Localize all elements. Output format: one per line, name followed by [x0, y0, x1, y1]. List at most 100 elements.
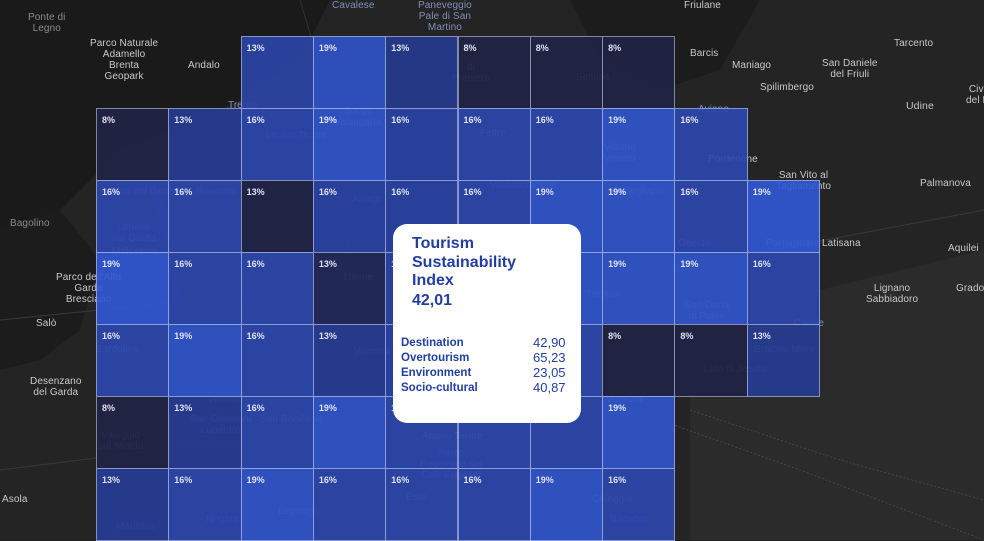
- cell-percentage: 16%: [246, 403, 265, 413]
- grid-cell[interactable]: 8%: [602, 36, 676, 109]
- place-label: Aquilei: [948, 243, 979, 254]
- cell-percentage: 8%: [608, 331, 622, 341]
- cell-percentage: 8%: [680, 331, 694, 341]
- metric-label: Destination: [401, 336, 464, 349]
- grid-cell[interactable]: 19%: [240, 468, 314, 541]
- grid-cell[interactable]: 16%: [168, 468, 242, 541]
- grid-cell[interactable]: 13%: [240, 180, 314, 253]
- grid-cell[interactable]: 19%: [96, 252, 170, 325]
- cell-percentage: 13%: [391, 43, 410, 53]
- cell-percentage: 19%: [608, 187, 627, 197]
- place-label: Tarcento: [894, 38, 934, 49]
- grid-cell[interactable]: 16%: [240, 324, 314, 397]
- cell-percentage: 16%: [391, 187, 410, 197]
- grid-cell[interactable]: 19%: [602, 252, 676, 325]
- grid-cell[interactable]: 13%: [240, 36, 314, 109]
- place-label: Barcis: [690, 48, 719, 59]
- cell-percentage: 16%: [680, 115, 699, 125]
- grid-cell[interactable]: 13%: [746, 324, 820, 397]
- grid-cell[interactable]: 19%: [602, 396, 676, 469]
- grid-cell[interactable]: 16%: [240, 252, 314, 325]
- grid-cell[interactable]: 13%: [168, 108, 242, 181]
- grid-cell[interactable]: 13%: [168, 396, 242, 469]
- grid-cell[interactable]: 16%: [457, 108, 531, 181]
- cell-percentage: 13%: [246, 43, 265, 53]
- grid-cell[interactable]: 19%: [312, 396, 387, 469]
- place-label: Palmanova: [920, 178, 971, 189]
- cell-percentage: 13%: [174, 403, 193, 413]
- cell-percentage: 13%: [174, 115, 193, 125]
- grid-cell[interactable]: 8%: [529, 36, 604, 109]
- place-label: Grado: [956, 283, 984, 294]
- cell-percentage: 16%: [463, 475, 482, 485]
- metric-row-destination: Destination 42,90: [401, 335, 571, 350]
- grid-cell[interactable]: 19%: [312, 36, 387, 109]
- grid-cell[interactable]: 16%: [674, 180, 748, 253]
- index-value: 42,01: [412, 291, 453, 309]
- grid-cell[interactable]: 13%: [96, 468, 170, 541]
- grid-cell[interactable]: 16%: [674, 108, 748, 181]
- place-label: Spilimbergo: [760, 82, 814, 93]
- cell-percentage: 16%: [680, 187, 699, 197]
- grid-cell[interactable]: 16%: [96, 324, 170, 397]
- grid-cell[interactable]: 16%: [240, 396, 314, 469]
- cell-percentage: 19%: [535, 187, 554, 197]
- cell-percentage: 13%: [246, 187, 265, 197]
- grid-cell[interactable]: 16%: [312, 468, 387, 541]
- cell-percentage: 16%: [318, 475, 337, 485]
- grid-cell[interactable]: 16%: [240, 108, 314, 181]
- metric-value: 23,05: [533, 365, 566, 380]
- grid-cell[interactable]: 16%: [385, 108, 459, 181]
- panel-title-line-3: Index: [412, 272, 454, 289]
- grid-cell[interactable]: 19%: [602, 180, 676, 253]
- grid-cell[interactable]: 8%: [674, 324, 748, 397]
- grid-cell[interactable]: 16%: [529, 108, 604, 181]
- cell-percentage: 13%: [318, 259, 337, 269]
- place-label: Bagolino: [10, 218, 50, 229]
- grid-cell[interactable]: 16%: [168, 252, 242, 325]
- cell-percentage: 16%: [246, 115, 265, 125]
- cell-percentage: 8%: [535, 43, 549, 53]
- grid-cell[interactable]: 13%: [312, 324, 387, 397]
- metric-row-overtourism: Overtourism 65,23: [401, 350, 571, 365]
- grid-cell[interactable]: 16%: [457, 468, 531, 541]
- grid-cell[interactable]: 16%: [168, 180, 242, 253]
- cell-percentage: 19%: [608, 403, 627, 413]
- cell-percentage: 16%: [174, 475, 193, 485]
- grid-cell[interactable]: 16%: [312, 180, 387, 253]
- grid-cell[interactable]: 19%: [602, 108, 676, 181]
- grid-cell[interactable]: 8%: [96, 108, 170, 181]
- cell-percentage: 19%: [752, 187, 771, 197]
- metric-label: Overtourism: [401, 351, 470, 364]
- grid-cell[interactable]: 19%: [312, 108, 387, 181]
- grid-cell[interactable]: 16%: [96, 180, 170, 253]
- place-label: Salò: [36, 318, 57, 329]
- place-label: Latisana: [822, 238, 861, 249]
- grid-cell[interactable]: 19%: [746, 180, 820, 253]
- cell-percentage: 19%: [102, 259, 121, 269]
- place-label: Paneveggio Pale di San Martino: [418, 0, 472, 33]
- grid-cell[interactable]: 13%: [312, 252, 387, 325]
- cell-percentage: 16%: [246, 259, 265, 269]
- metric-row-environment: Environment 23,05: [401, 365, 571, 380]
- place-label: Parco dell'Alto Garda Bresciano: [56, 272, 122, 305]
- grid-cell[interactable]: 8%: [96, 396, 170, 469]
- info-panel: Tourism Sustainability Index 42,01 Desti…: [393, 224, 581, 423]
- cell-percentage: 13%: [102, 475, 121, 485]
- grid-cell[interactable]: 19%: [529, 468, 604, 541]
- grid-cell[interactable]: 19%: [674, 252, 748, 325]
- grid-cell[interactable]: 19%: [168, 324, 242, 397]
- cell-percentage: 16%: [535, 115, 554, 125]
- place-label: San Daniele del Friuli: [822, 58, 878, 80]
- grid-cell[interactable]: 16%: [602, 468, 676, 541]
- grid-cell[interactable]: 13%: [385, 36, 459, 109]
- grid-cell[interactable]: 8%: [602, 324, 676, 397]
- grid-cell[interactable]: 16%: [385, 468, 459, 541]
- cell-percentage: 8%: [102, 403, 116, 413]
- grid-cell[interactable]: 16%: [746, 252, 820, 325]
- place-label: Friulane: [684, 0, 721, 11]
- cell-percentage: 16%: [174, 259, 193, 269]
- cell-percentage: 19%: [608, 115, 627, 125]
- grid-cell[interactable]: 8%: [457, 36, 531, 109]
